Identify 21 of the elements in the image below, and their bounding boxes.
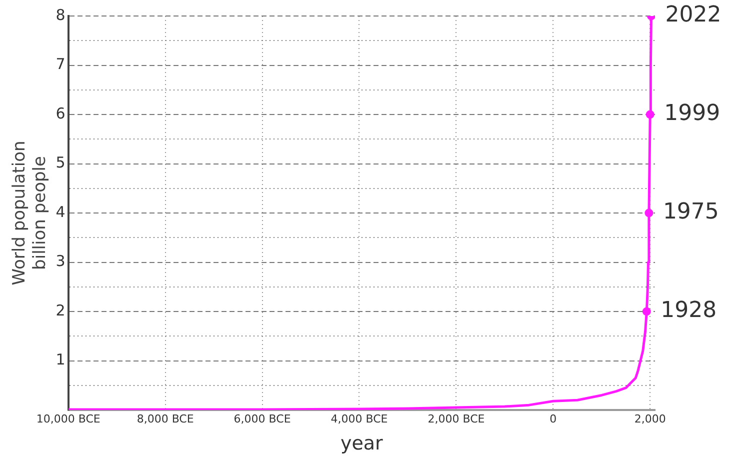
y-tick-label: 4: [56, 202, 66, 221]
x-tick-label: 4,000 BCE: [330, 412, 388, 426]
annotation: 1999: [664, 101, 720, 126]
annotation: 1975: [662, 200, 719, 225]
x-tick-label: 10,000 BCE: [36, 412, 100, 426]
x-axis-title: year: [340, 432, 384, 455]
y-tick-label: 5: [56, 154, 66, 172]
x-tick-label: 0: [550, 412, 557, 426]
y-tick-label: 6: [56, 104, 66, 122]
y-tick-label: 7: [56, 55, 66, 74]
y-axis-title: World population billion people: [10, 140, 50, 286]
y-tick-label: 1: [56, 350, 66, 369]
x-tick-label: 2,000 BCE: [428, 412, 485, 426]
y-tick-label: 3: [56, 252, 66, 270]
x-tick-label: 2,000: [634, 412, 666, 426]
y-tick-label: 8: [56, 6, 66, 24]
annotation: 2022: [665, 2, 722, 28]
y-tick-label: 2: [56, 301, 66, 320]
x-tick-label: 8,000 BCE: [136, 412, 194, 426]
x-tick-label: 6,000 BCE: [234, 412, 291, 426]
annotation: 1928: [660, 298, 717, 324]
